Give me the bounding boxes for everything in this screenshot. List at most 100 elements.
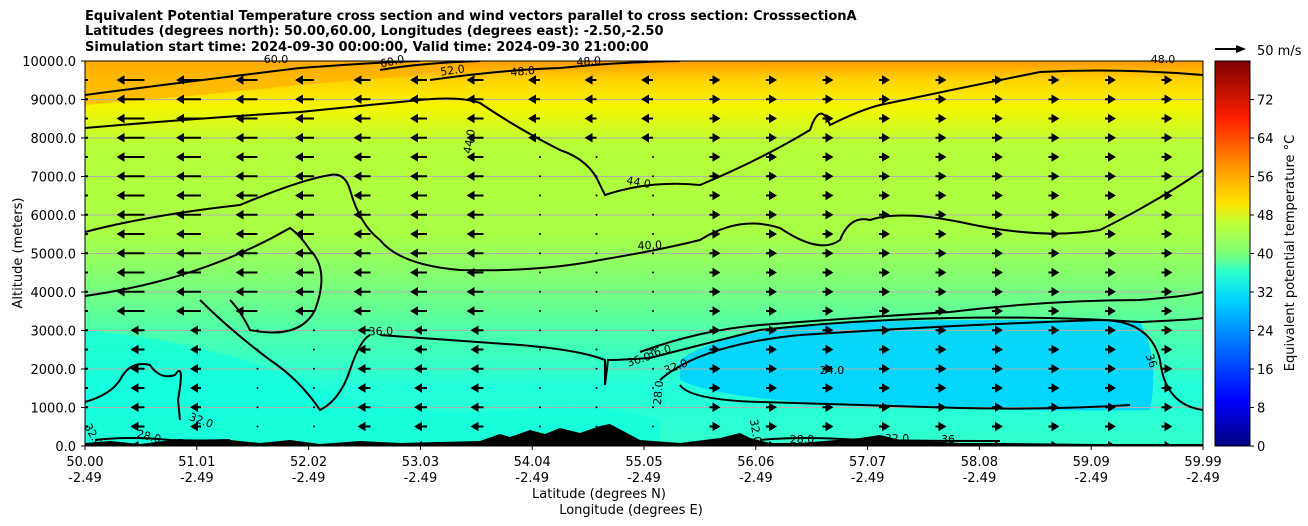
wind-arrow [1161, 94, 1173, 105]
wind-arrow [766, 171, 777, 182]
wind-arrow [85, 156, 88, 158]
wind-arrow [1105, 171, 1116, 182]
wind-arrow [235, 229, 258, 239]
wind-arrow [822, 402, 834, 413]
wind-arrow [822, 421, 834, 432]
wind-arrow [235, 286, 258, 297]
wind-arrow [539, 252, 541, 255]
wind-arrow [652, 329, 654, 332]
wind-arrow [1048, 363, 1060, 374]
contour-label: 52.0 [439, 62, 465, 78]
wind-arrow [353, 94, 371, 105]
wind-arrow [1048, 267, 1060, 278]
wind-arrow [709, 229, 721, 239]
wind-arrow [539, 329, 541, 332]
wind-arrow [822, 75, 834, 85]
wind-arrow [235, 171, 258, 182]
wind-arrow [85, 79, 88, 81]
wind-arrow [709, 209, 721, 220]
wind-arrow [313, 387, 315, 389]
wind-arrow [1105, 402, 1116, 413]
wind-arrow [935, 75, 947, 85]
wind-arrow [1048, 344, 1060, 355]
wind-arrow [992, 267, 1003, 278]
quiver-key-label: 50 m/s [1257, 44, 1302, 59]
wind-arrow [822, 267, 834, 278]
x-tick-label-lon: -2.49 [851, 471, 885, 486]
wind-arrow [176, 113, 201, 124]
wind-arrow [1105, 267, 1116, 278]
x-axis-ticks: 50.00-2.4951.01-2.4952.02-2.4953.03-2.49… [66, 446, 1222, 486]
x-tick-label-lon: -2.49 [739, 471, 773, 486]
contour-label: 32.0 [885, 432, 910, 445]
wind-arrow [130, 363, 145, 374]
wind-arrow [992, 190, 1003, 201]
y-tick-label: 9000.0 [31, 94, 77, 109]
wind-arrow [584, 132, 597, 143]
wind-arrow [470, 325, 484, 336]
wind-arrow [176, 267, 201, 278]
colorbar-tick-label: 32 [1257, 286, 1274, 301]
wind-arrow [539, 233, 541, 235]
wind-arrow [879, 171, 890, 182]
wind-arrow [1161, 306, 1173, 316]
x-axis-label-latitude: Latitude (degrees N) [532, 487, 666, 502]
x-tick-label-lat: 59.09 [1073, 455, 1110, 470]
wind-arrow [709, 325, 721, 336]
y-tick-label: 3000.0 [31, 325, 77, 340]
wind-arrow [595, 406, 598, 409]
wind-arrow [353, 229, 371, 239]
wind-arrow [295, 190, 314, 201]
wind-arrow [595, 290, 598, 293]
wind-arrow [709, 383, 721, 393]
wind-arrow [1161, 383, 1173, 393]
y-tick-label: 8000.0 [31, 132, 77, 147]
contour-label: 28.0 [135, 427, 162, 446]
contour-label: 36.0 [368, 325, 393, 339]
x-tick-label-lat: 56.06 [737, 455, 774, 470]
wind-arrow [190, 363, 201, 374]
wind-arrow [595, 387, 598, 389]
wind-arrow [295, 75, 314, 85]
wind-arrow [410, 306, 427, 316]
wind-arrow [822, 94, 834, 105]
wind-arrow [539, 194, 541, 197]
wind-arrow [235, 209, 258, 220]
wind-arrow [879, 344, 890, 355]
wind-arrow [992, 325, 1003, 336]
wind-arrow [470, 402, 484, 413]
wind-arrow [410, 209, 427, 220]
wind-arrow [256, 367, 259, 370]
wind-arrow [85, 117, 88, 120]
wind-arrow [652, 387, 654, 389]
wind-arrow [353, 209, 371, 220]
wind-arrow [1161, 325, 1173, 336]
wind-arrow [1105, 248, 1116, 259]
wind-arrow [766, 325, 777, 336]
wind-arrow [235, 132, 258, 143]
wind-arrow [190, 421, 201, 432]
wind-arrow [822, 306, 834, 316]
wind-arrow [652, 310, 654, 312]
wind-arrow [1048, 248, 1060, 259]
wind-arrow [410, 267, 427, 278]
colorbar-tick-label: 0 [1257, 440, 1265, 455]
wind-arrow [584, 113, 597, 124]
wind-arrow [822, 344, 834, 355]
wind-arrow [992, 132, 1003, 143]
wind-arrow [235, 75, 258, 85]
wind-arrow [539, 271, 541, 274]
wind-arrow [85, 367, 88, 370]
wind-arrow [641, 94, 653, 105]
wind-arrow [1105, 229, 1116, 239]
wind-arrow [709, 286, 721, 297]
wind-arrow [130, 402, 145, 413]
wind-arrow [935, 113, 947, 124]
wind-arrow [1048, 113, 1060, 124]
wind-arrow [130, 421, 145, 432]
wind-arrow [652, 233, 654, 235]
wind-arrow [295, 94, 314, 105]
wind-arrow [353, 152, 371, 162]
wind-arrow [256, 329, 259, 332]
wind-arrow [709, 94, 721, 105]
